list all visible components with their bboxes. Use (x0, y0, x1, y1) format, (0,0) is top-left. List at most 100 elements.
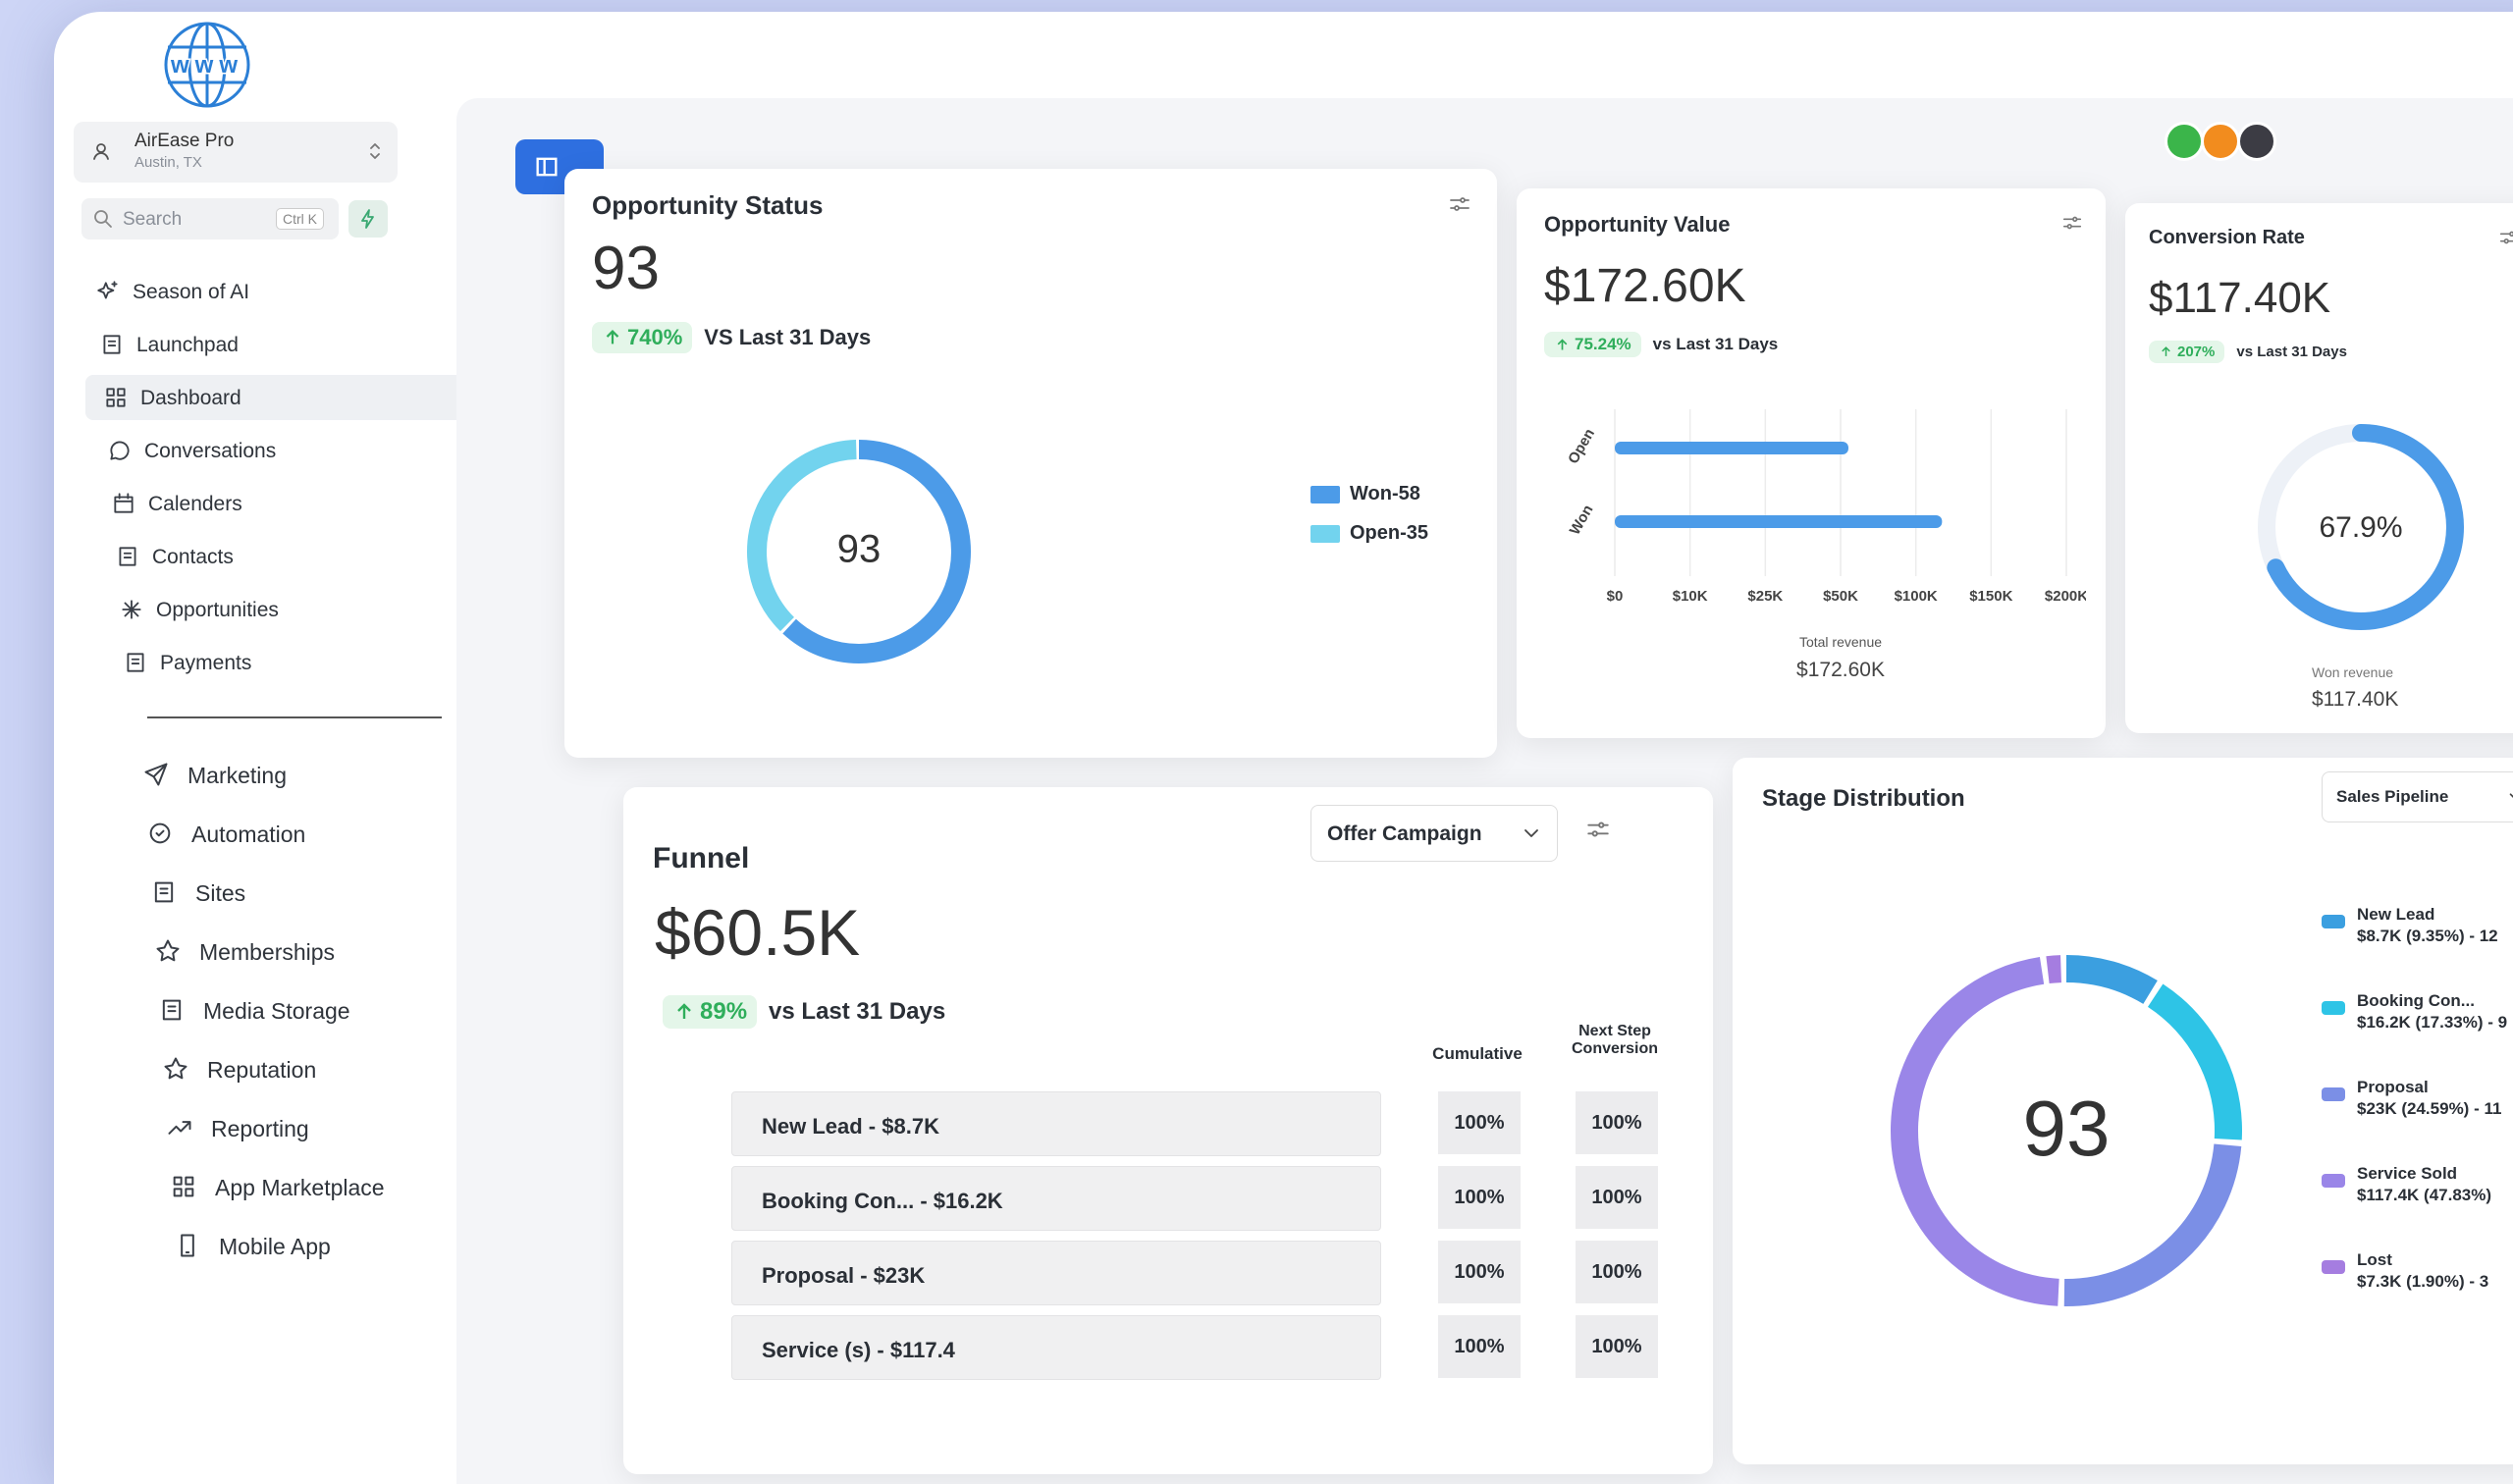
cumulative-cell: 100% (1438, 1315, 1521, 1378)
bar (1615, 442, 1848, 454)
nav-item[interactable]: Mobile App (174, 1221, 488, 1268)
search-shortcut: Ctrl K (276, 208, 324, 230)
nav-label: Media Storage (203, 998, 350, 1025)
avatar[interactable] (2201, 122, 2240, 161)
nav-label: Season of AI (133, 281, 249, 304)
legend-detail: $7.3K (1.90%) - 3 (2357, 1272, 2488, 1292)
legend-swatch (2322, 915, 2345, 928)
legend-item: Service Sold$117.4K (47.83%) (2322, 1164, 2513, 1223)
nav-item[interactable]: Conversations (85, 428, 488, 473)
nav-icon (119, 597, 144, 622)
nav-item[interactable]: Reporting (166, 1103, 480, 1150)
pipeline-dropdown[interactable]: Sales Pipeline (2322, 771, 2513, 822)
legend-name: Lost (2357, 1250, 2392, 1270)
icon-path (120, 548, 134, 564)
legend-name: Booking Con... (2357, 991, 2475, 1011)
funnel-bar: Proposal - $23K (731, 1241, 1381, 1305)
avatar[interactable] (2237, 122, 2276, 161)
up-arrow (672, 1000, 696, 1024)
settings-button[interactable] (1585, 817, 1611, 842)
legend-item: Lost$7.3K (1.90%) - 3 (2322, 1250, 2513, 1309)
icon-path (98, 282, 116, 297)
nav-item[interactable]: Launchpad (85, 322, 488, 367)
search-box[interactable]: Search Ctrl K (81, 198, 339, 239)
nav-icon (174, 1232, 201, 1259)
donut-center: 93 (837, 528, 882, 571)
nav-item[interactable]: Marketing (142, 750, 456, 797)
cumulative-cell: 100% (1438, 1241, 1521, 1303)
icon (89, 139, 113, 163)
nav-label: Marketing (187, 763, 287, 789)
legend-item: Won-58 (1310, 483, 1420, 505)
nav-item[interactable]: App Marketplace (170, 1162, 484, 1209)
icon-head (97, 144, 105, 152)
nav-icon (107, 438, 133, 463)
icon-path (2064, 219, 2081, 226)
legend-label: Open-35 (1350, 522, 1428, 545)
nav-icon (103, 385, 129, 410)
nav-item[interactable]: Media Storage (158, 985, 472, 1033)
donut-center: 67.9% (2319, 511, 2402, 544)
search-placeholder: Search (123, 209, 182, 231)
change-pill: 89% (663, 995, 757, 1029)
nav-icon (115, 544, 140, 569)
legend-item: Open-35 (1310, 522, 1428, 545)
change-row: 75.24%vs Last 31 Days (1544, 332, 1778, 357)
ai-button[interactable] (348, 200, 388, 238)
nav-divider (147, 716, 442, 718)
up-arrow (1554, 337, 1571, 353)
nav-item[interactable]: Memberships (154, 927, 468, 974)
change-row: 740% VS Last 31 Days (592, 322, 871, 353)
nav-label: Conversations (144, 440, 276, 463)
legend-detail: $23K (24.59%) - 11 (2357, 1099, 2501, 1119)
nav-icon (170, 1173, 197, 1200)
icon-knob (2504, 239, 2508, 243)
kpi-value: $60.5K (655, 895, 860, 970)
icon-path (115, 494, 132, 511)
donut-chart: 93 (1860, 925, 2272, 1337)
nav-item[interactable]: Contacts (85, 534, 488, 579)
nav-icon (162, 1055, 189, 1083)
nav-item[interactable]: Calenders (85, 481, 488, 526)
settings-button[interactable] (2498, 227, 2513, 248)
nav-item[interactable]: Opportunities (85, 587, 488, 632)
change-value: 75.24% (1575, 335, 1631, 354)
icon-path (156, 883, 172, 902)
card-title: Stage Distribution (1762, 785, 1965, 813)
nav-label: Payments (160, 652, 251, 675)
change-value: 207% (2177, 344, 2215, 360)
compare-text: vs Last 31 Days (769, 998, 945, 1026)
dropdown-label: Offer Campaign (1327, 822, 1482, 846)
icon-knob (1599, 823, 1603, 827)
legend-swatch (2322, 1260, 2345, 1274)
avatar[interactable] (2165, 122, 2204, 161)
nav-label: Launchpad (136, 334, 239, 357)
nav-item[interactable]: Automation (146, 809, 460, 856)
icon-path (371, 144, 379, 158)
caption: Won revenue (2312, 664, 2393, 680)
settings-button[interactable] (2061, 212, 2083, 234)
icon (363, 139, 387, 163)
nav-item[interactable]: Season of AI (85, 269, 488, 314)
nav-item[interactable]: Reputation (162, 1044, 476, 1091)
campaign-dropdown[interactable]: Offer Campaign (1310, 805, 1558, 862)
cumulative-cell: 100% (1438, 1166, 1521, 1229)
change-value: 740% (627, 325, 682, 350)
nav-icon (111, 491, 136, 516)
settings-button[interactable] (1448, 192, 1471, 216)
compare-text: VS Last 31 Days (704, 325, 871, 350)
nav-item[interactable]: Sites (150, 868, 464, 915)
funnel-bar: New Lead - $8.7K (731, 1091, 1381, 1156)
nav-item[interactable]: Payments (85, 640, 488, 685)
nav-icon (166, 1114, 193, 1141)
change-pill: 75.24% (1544, 332, 1641, 357)
legend-label: Won-58 (1350, 483, 1420, 505)
donut-center: 93 (2023, 1085, 2111, 1172)
column-header: Cumulative (1423, 1044, 1531, 1064)
icon-path (123, 601, 139, 617)
nav-item[interactable]: Dashboard (85, 375, 488, 420)
